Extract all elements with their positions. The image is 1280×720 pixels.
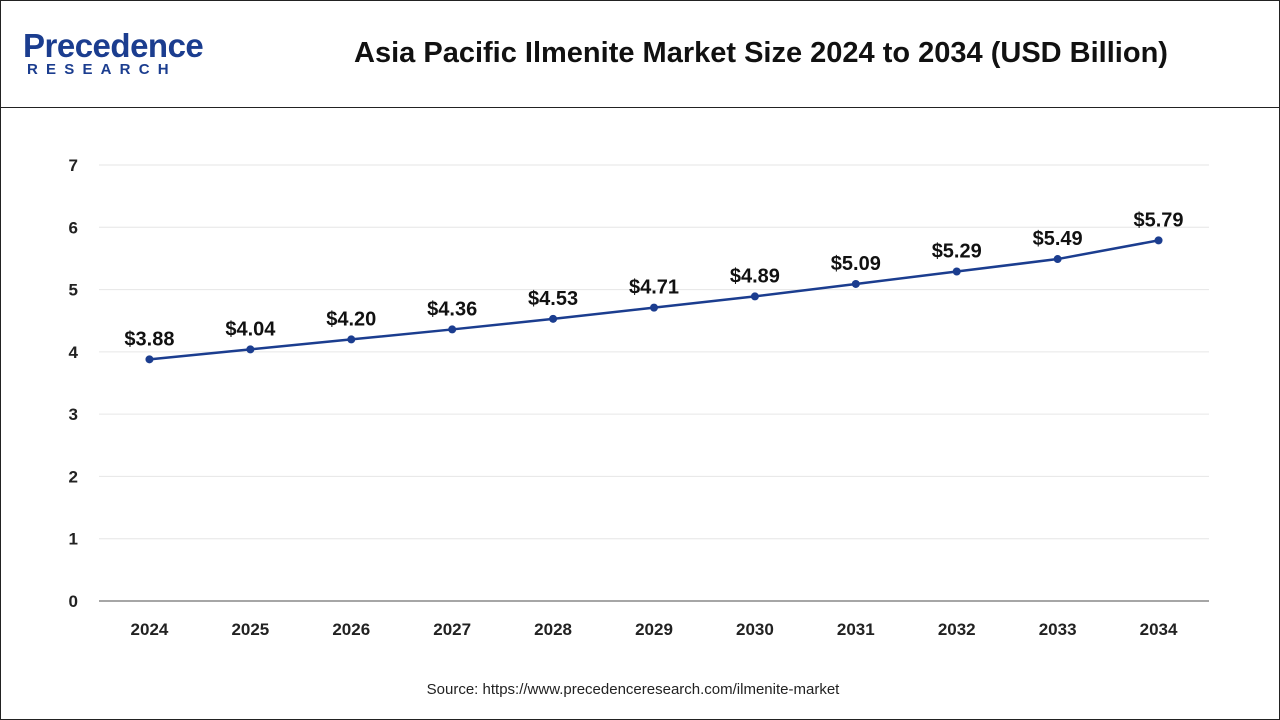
x-axis-ticks: 2024 2025 2026 2027 2028 2029 2030 2031 2032 2033…	[131, 620, 1178, 639]
data-label: $5.29	[932, 241, 982, 263]
data-point	[1053, 255, 1062, 264]
x-tick-label: 2028	[534, 620, 572, 639]
x-tick-label: 2027	[433, 620, 471, 639]
y-tick-label: 2	[69, 467, 78, 486]
data-point	[347, 335, 356, 344]
x-tick-label: 2032	[938, 620, 976, 639]
data-point	[246, 345, 255, 354]
x-tick-label: 2030	[736, 620, 774, 639]
data-label: $5.49	[1033, 228, 1083, 250]
y-axis-ticks: 0 1 2 3 4 5 6 7	[69, 156, 79, 611]
data-label: $5.79	[1134, 209, 1184, 231]
y-tick-label: 3	[69, 405, 78, 424]
data-point	[851, 279, 860, 288]
data-label: $4.36	[427, 298, 477, 320]
x-tick-label: 2024	[131, 620, 169, 639]
data-label: $4.89	[730, 265, 780, 287]
gridlines	[99, 164, 1209, 540]
data-points	[145, 236, 1163, 364]
y-tick-label: 1	[69, 530, 78, 549]
x-tick-label: 2025	[231, 620, 269, 639]
data-point	[1154, 236, 1163, 245]
y-tick-label: 0	[69, 592, 78, 611]
brand-logo: Precedence RESEARCH	[23, 27, 223, 87]
chart-title: Asia Pacific Ilmenite Market Size 2024 t…	[354, 37, 1168, 69]
logo-primary-text: Precedence	[23, 27, 204, 64]
x-tick-label: 2034	[1140, 620, 1178, 639]
data-label: $5.09	[831, 253, 881, 275]
data-label: $4.53	[528, 288, 578, 310]
x-tick-label: 2031	[837, 620, 875, 639]
data-labels: $3.88 $4.04 $4.20 $4.36 $4.53 $4.71 $4.89 $5.09…	[124, 209, 1183, 350]
series-polyline	[149, 239, 1159, 361]
y-tick-label: 7	[69, 156, 78, 175]
data-point	[952, 267, 961, 276]
data-point	[750, 292, 759, 301]
series-line	[149, 239, 1159, 361]
data-label: $4.04	[225, 318, 276, 340]
logo-secondary-text: RESEARCH	[27, 61, 177, 78]
x-tick-label: 2033	[1039, 620, 1077, 639]
x-tick-label: 2026	[332, 620, 370, 639]
y-tick-label: 5	[69, 281, 78, 300]
data-label: $4.71	[629, 277, 679, 299]
y-tick-label: 6	[69, 218, 78, 237]
data-label: $3.88	[124, 328, 174, 350]
data-point	[549, 314, 558, 323]
data-label: $4.20	[326, 308, 376, 330]
data-point	[650, 303, 658, 312]
x-tick-label: 2029	[635, 620, 673, 639]
line-chart: 0 1 2 3 4 5 6 7 2024 2025 2026 2027 2028 2029 2030 203…	[69, 156, 1209, 639]
y-tick-label: 4	[69, 343, 79, 362]
data-point	[145, 355, 154, 364]
data-point	[448, 325, 457, 334]
source-note: Source: https://www.precedenceresearch.c…	[426, 681, 840, 698]
header: Precedence RESEARCH Asia Pacific Ilmenit…	[1, 1, 1279, 108]
